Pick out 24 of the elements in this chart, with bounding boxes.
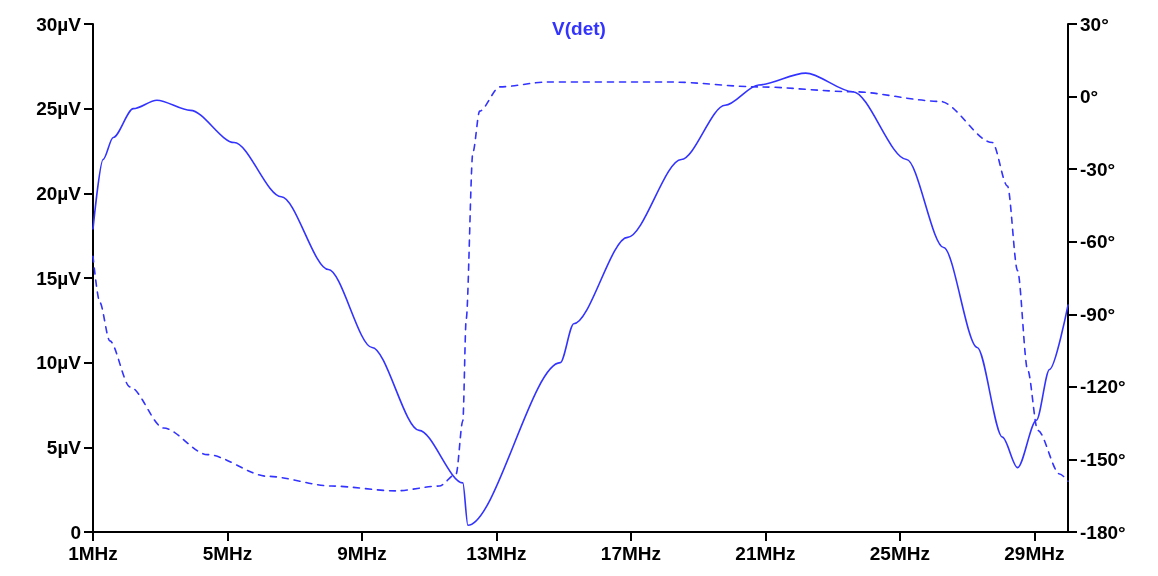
y2-tick-label: -90° [1080, 303, 1116, 325]
x-tick-label: 21MHz [735, 543, 796, 564]
y-tick-label: 20µV [36, 182, 82, 204]
y2-tick-label: -60° [1080, 231, 1116, 253]
x-tick-label: 29MHz [1004, 543, 1065, 564]
x-tick-label: 9MHz [337, 543, 387, 564]
y2-tick-label: -30° [1080, 158, 1116, 180]
y2-tick-label: 0° [1080, 86, 1099, 108]
y-tick-label: 5µV [46, 436, 82, 458]
x-tick-label: 1MHz [68, 543, 118, 564]
y-tick-label: 25µV [36, 98, 82, 120]
y2-tick-label: 30° [1080, 13, 1109, 35]
y-tick-label: 30µV [36, 13, 82, 35]
y2-tick-label: -180° [1080, 521, 1126, 543]
x-tick-label: 13MHz [466, 543, 527, 564]
y-tick-label: 15µV [36, 267, 82, 289]
y2-tick-label: -150° [1080, 448, 1126, 470]
x-tick-label: 5MHz [202, 543, 253, 564]
y-tick-label: 10µV [36, 352, 82, 374]
y2-tick-label: -120° [1080, 376, 1126, 398]
x-tick-label: 25MHz [869, 543, 930, 564]
chart-title: V(det) [552, 18, 606, 39]
x-tick-label: 17MHz [600, 543, 662, 564]
y-tick-label: 0 [70, 521, 81, 543]
